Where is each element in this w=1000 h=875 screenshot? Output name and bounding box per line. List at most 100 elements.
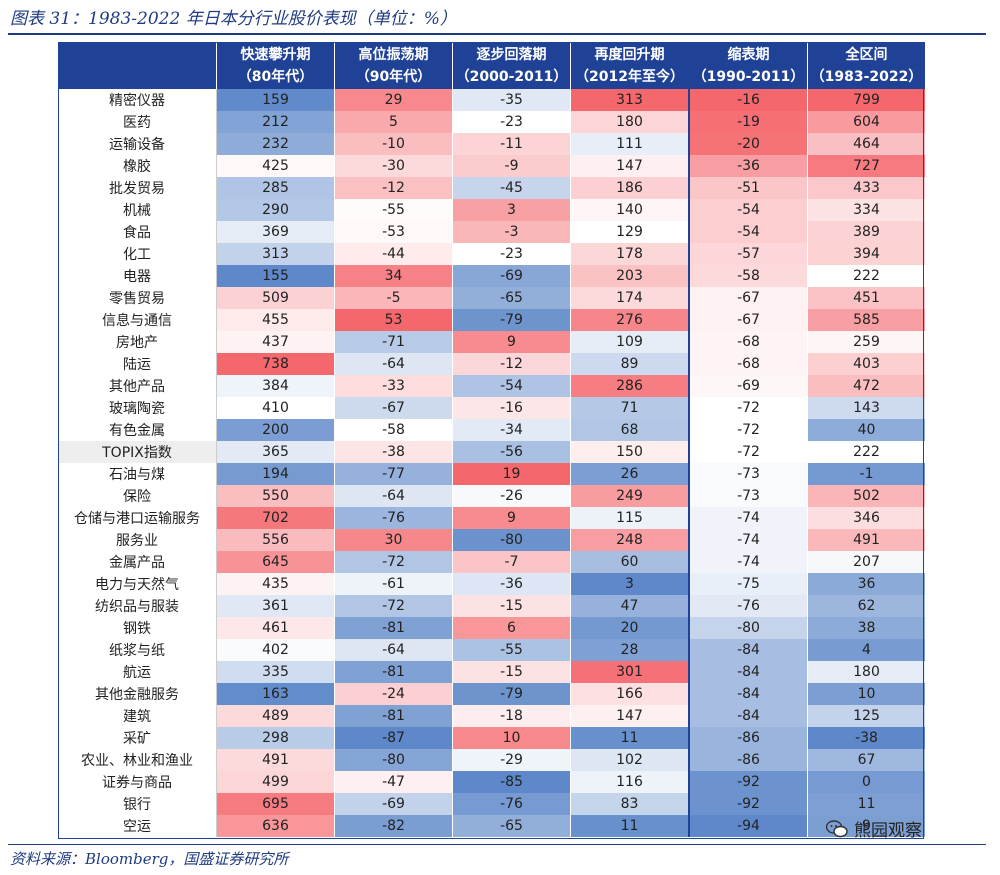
value-cell: 140 — [570, 199, 690, 221]
header-row: 快速攀升期 （80年代） 高位振荡期 （90年代） 逐步回落期 （2000-20… — [58, 42, 926, 89]
value-cell: 109 — [570, 331, 690, 353]
header-col-0-title: 快速攀升期 — [240, 46, 311, 63]
value-cell: 222 — [807, 265, 926, 287]
value-cell: 550 — [216, 485, 335, 507]
table-row: 纸浆与纸 402 -64 -55 28 -84 4 — [58, 639, 926, 661]
header-col-3: 再度回升期 （2012年至今） — [570, 42, 690, 89]
value-cell: 384 — [216, 375, 335, 397]
header-col-1-period: （90年代） — [355, 68, 432, 85]
row-label: 电器 — [58, 265, 217, 287]
value-cell: -73 — [688, 485, 808, 507]
value-cell: 166 — [570, 683, 690, 705]
value-cell: 10 — [452, 727, 571, 749]
value-cell: 29 — [334, 89, 453, 111]
value-cell: 346 — [807, 507, 926, 529]
table-row: 电力与天然气 435 -61 -36 3 -75 36 — [58, 573, 926, 595]
value-cell: -84 — [688, 705, 808, 727]
table-row: 其他产品 384 -33 -54 286 -69 472 — [58, 375, 926, 397]
value-cell: -86 — [688, 727, 808, 749]
value-cell: 389 — [807, 221, 926, 243]
value-cell: -81 — [334, 661, 453, 683]
wechat-icon — [826, 819, 848, 837]
value-cell: 461 — [216, 617, 335, 639]
value-cell: -23 — [452, 243, 571, 265]
header-col-4: 缩表期 （1990-2011） — [688, 42, 808, 89]
source-note: 资料来源：Bloomberg，国盛证券研究所 — [10, 850, 289, 868]
value-cell: -53 — [334, 221, 453, 243]
value-cell: 636 — [216, 815, 335, 837]
value-cell: -18 — [452, 705, 571, 727]
value-cell: 3 — [570, 573, 690, 595]
row-label: 空运 — [58, 815, 217, 837]
value-cell: 334 — [807, 199, 926, 221]
table-row: 证券与商品 499 -47 -85 116 -92 0 — [58, 771, 926, 793]
value-cell: 502 — [807, 485, 926, 507]
value-cell: 200 — [216, 419, 335, 441]
value-cell: -69 — [688, 375, 808, 397]
value-cell: -72 — [688, 397, 808, 419]
value-cell: 4 — [807, 639, 926, 661]
value-cell: 159 — [216, 89, 335, 111]
value-cell: -54 — [688, 199, 808, 221]
row-label: 机械 — [58, 199, 217, 221]
performance-table-container: 快速攀升期 （80年代） 高位振荡期 （90年代） 逐步回落期 （2000-20… — [58, 42, 926, 837]
value-cell: 455 — [216, 309, 335, 331]
row-label: 纺织品与服装 — [58, 595, 217, 617]
value-cell: 727 — [807, 155, 926, 177]
value-cell: 472 — [807, 375, 926, 397]
value-cell: 102 — [570, 749, 690, 771]
value-cell: 433 — [807, 177, 926, 199]
table-row: 医药 212 5 -23 180 -19 604 — [58, 111, 926, 133]
figure-title: 图表 31：1983-2022 年日本分行业股价表现（单位：%） — [10, 9, 457, 29]
value-cell: -67 — [688, 309, 808, 331]
value-cell: 0 — [807, 771, 926, 793]
row-label: 航运 — [58, 661, 217, 683]
value-cell: 30 — [334, 529, 453, 551]
value-cell: 53 — [334, 309, 453, 331]
table-row: 保险 550 -64 -26 249 -73 502 — [58, 485, 926, 507]
row-label: 医药 — [58, 111, 217, 133]
value-cell: 645 — [216, 551, 335, 573]
table-row: 航运 335 -81 -15 301 -84 180 — [58, 661, 926, 683]
value-cell: 491 — [807, 529, 926, 551]
table-body: 精密仪器 159 29 -35 313 -16 799 医药 212 5 -23 180 -19 604 运… — [58, 89, 926, 837]
value-cell: 62 — [807, 595, 926, 617]
value-cell: 26 — [570, 463, 690, 485]
value-cell: -1 — [807, 463, 926, 485]
value-cell: -73 — [688, 463, 808, 485]
table-row: 有色金属 200 -58 -34 68 -72 40 — [58, 419, 926, 441]
value-cell: -67 — [688, 287, 808, 309]
table-row: 机械 290 -55 3 140 -54 334 — [58, 199, 926, 221]
value-cell: -85 — [452, 771, 571, 793]
value-cell: -65 — [452, 287, 571, 309]
table-row: 石油与煤 194 -77 19 26 -73 -1 — [58, 463, 926, 485]
row-label: 精密仪器 — [58, 89, 217, 111]
table-row: 玻璃陶瓷 410 -67 -16 71 -72 143 — [58, 397, 926, 419]
value-cell: -29 — [452, 749, 571, 771]
value-cell: 115 — [570, 507, 690, 529]
value-cell: -38 — [807, 727, 926, 749]
header-col-5-period: （1983-2022） — [810, 68, 923, 85]
table-row: 电器 155 34 -69 203 -58 222 — [58, 265, 926, 287]
table-row: 精密仪器 159 29 -35 313 -16 799 — [58, 89, 926, 111]
value-cell: -19 — [688, 111, 808, 133]
value-cell: 298 — [216, 727, 335, 749]
value-cell: -68 — [688, 331, 808, 353]
value-cell: -16 — [688, 89, 808, 111]
value-cell: 155 — [216, 265, 335, 287]
value-cell: -79 — [452, 309, 571, 331]
value-cell: 163 — [216, 683, 335, 705]
value-cell: -36 — [688, 155, 808, 177]
header-col-2-title: 逐步回落期 — [476, 46, 547, 63]
table-row: 金属产品 645 -72 -7 60 -74 207 — [58, 551, 926, 573]
value-cell: -34 — [452, 419, 571, 441]
value-cell: 11 — [807, 793, 926, 815]
value-cell: 180 — [570, 111, 690, 133]
value-cell: -72 — [334, 551, 453, 573]
value-cell: -72 — [688, 441, 808, 463]
row-label: 建筑 — [58, 705, 217, 727]
value-cell: -76 — [688, 595, 808, 617]
row-label: 电力与天然气 — [58, 573, 217, 595]
value-cell: 89 — [570, 353, 690, 375]
value-cell: -76 — [452, 793, 571, 815]
